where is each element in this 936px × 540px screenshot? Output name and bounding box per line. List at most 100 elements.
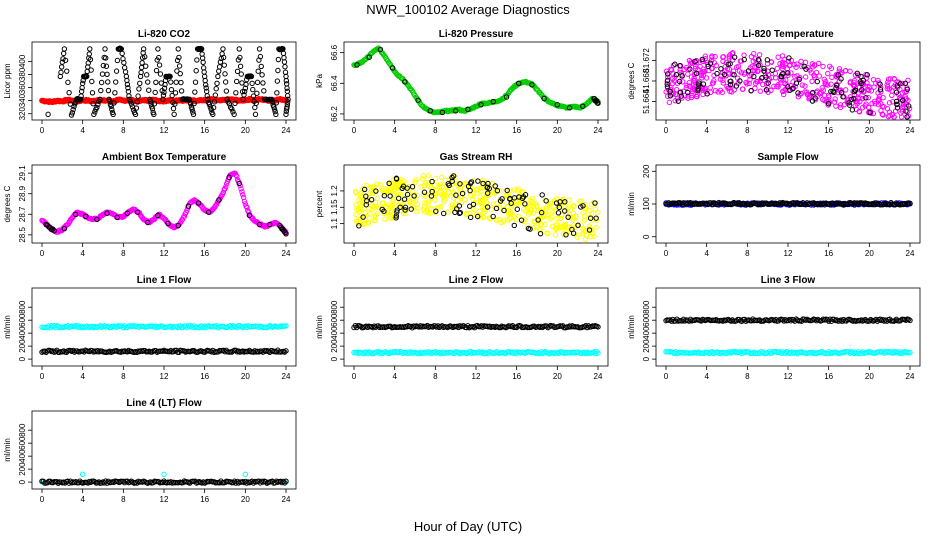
data-point — [148, 101, 154, 107]
data-point — [876, 80, 882, 86]
series-2 — [356, 173, 599, 238]
data-point — [69, 110, 76, 116]
data-point — [515, 201, 522, 207]
x-tick-label: 4 — [80, 249, 85, 258]
data-point — [477, 185, 483, 191]
data-point — [197, 46, 203, 53]
data-point — [728, 78, 734, 84]
data-point — [105, 79, 111, 85]
data-point — [712, 53, 718, 60]
data-point — [88, 67, 94, 73]
data-point — [282, 63, 288, 70]
data-point — [157, 71, 164, 77]
data-point — [560, 231, 567, 237]
data-point — [904, 114, 910, 120]
data-point — [79, 471, 86, 478]
data-point — [851, 88, 858, 95]
x-tick-label: 4 — [80, 495, 85, 504]
x-tick-label: 4 — [392, 126, 397, 135]
data-point — [102, 46, 108, 52]
data-point — [442, 177, 448, 183]
x-tick-label: 12 — [784, 372, 793, 381]
data-point — [802, 83, 808, 89]
data-point — [687, 66, 693, 72]
data-point — [474, 213, 481, 220]
data-point — [578, 198, 584, 204]
data-point — [213, 85, 219, 92]
data-point — [555, 210, 562, 216]
data-point — [707, 85, 713, 91]
data-point — [192, 79, 199, 85]
data-point — [428, 206, 435, 212]
data-point — [566, 105, 573, 111]
data-point — [241, 92, 247, 98]
data-point — [432, 197, 438, 203]
data-point — [244, 204, 250, 211]
data-point — [848, 96, 855, 102]
data-point — [875, 90, 881, 96]
data-point — [457, 181, 463, 187]
y-tick-label: 0 — [18, 479, 27, 484]
x-tick-label: 20 — [241, 372, 250, 381]
data-point — [897, 86, 903, 93]
y-tick-label: 400 — [18, 54, 27, 68]
data-point — [540, 208, 546, 215]
data-point — [557, 199, 563, 205]
data-point — [425, 199, 432, 205]
data-point — [168, 79, 174, 85]
data-point — [755, 57, 762, 63]
data-point — [529, 82, 535, 88]
data-point — [859, 105, 866, 111]
data-point — [50, 226, 56, 232]
data-point — [168, 86, 175, 93]
data-point — [189, 106, 195, 112]
y-tick-label: 600 — [18, 313, 27, 327]
data-point — [283, 348, 289, 354]
data-point — [177, 70, 183, 77]
panel-title: Li-820 Pressure — [439, 29, 514, 40]
data-point — [736, 68, 743, 74]
data-point — [730, 68, 737, 74]
data-point — [830, 88, 836, 95]
y-tick-label: 360 — [18, 80, 27, 94]
data-point — [692, 65, 699, 72]
data-point — [562, 208, 568, 214]
data-point — [248, 73, 254, 79]
data-point — [704, 91, 710, 97]
data-point — [176, 54, 182, 61]
data-point — [492, 183, 498, 189]
data-point — [231, 111, 237, 118]
data-point — [211, 99, 218, 105]
data-point — [272, 108, 278, 115]
data-point — [683, 84, 690, 91]
data-point — [171, 111, 177, 118]
data-point — [393, 213, 400, 219]
panel-5: Gas Stream RH percent 0 4 8 12 16 20 24 1.1 1.15 1.… — [315, 152, 609, 258]
y-tick-label: 200 — [330, 339, 339, 353]
data-point — [718, 66, 724, 72]
x-tick-label: 24 — [906, 372, 915, 381]
y-tick-label: 800 — [18, 300, 27, 314]
data-point — [236, 180, 242, 187]
data-point — [484, 204, 491, 210]
data-point — [522, 201, 528, 207]
data-point — [111, 100, 117, 106]
data-point — [508, 200, 514, 206]
data-point — [188, 101, 194, 107]
data-point — [476, 208, 483, 215]
panel-title: Line 3 Flow — [761, 275, 816, 286]
data-point — [459, 190, 466, 197]
x-tick-label: 12 — [472, 126, 481, 135]
data-point — [71, 103, 77, 110]
data-point — [284, 93, 291, 99]
y-tick-label: 400 — [18, 449, 27, 463]
data-point — [477, 194, 483, 200]
data-point — [897, 94, 903, 100]
panel-y-label: percent — [315, 190, 324, 217]
data-point — [146, 87, 152, 93]
data-point — [725, 85, 731, 92]
panel-4: Ambient Box Temperature degrees C 0 4 8 12 16 2… — [3, 152, 297, 258]
data-point — [421, 189, 428, 195]
data-point — [691, 77, 697, 83]
data-point — [857, 95, 863, 101]
